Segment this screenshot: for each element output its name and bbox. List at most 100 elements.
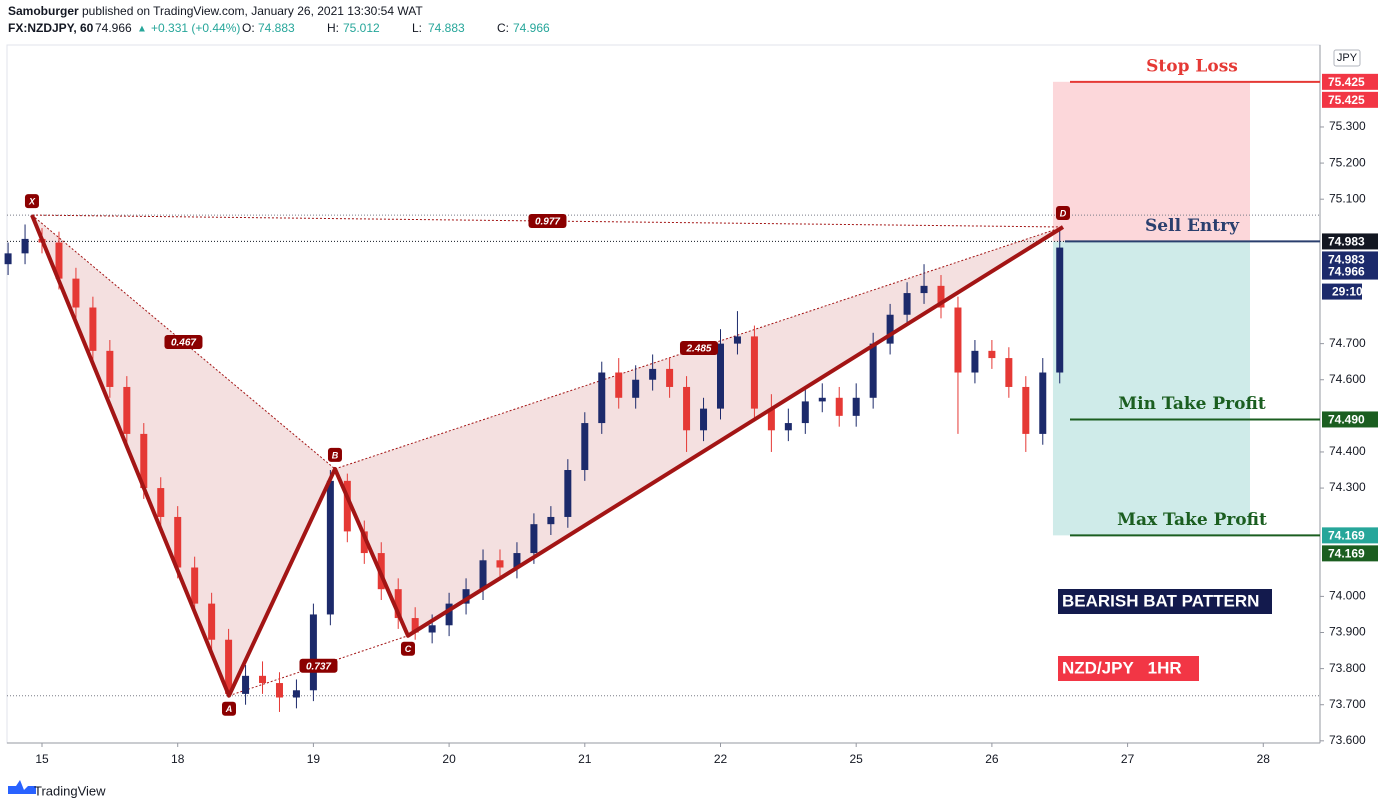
y-tick-label: 74.000 — [1329, 589, 1366, 603]
level-name: Min Take Profit — [1118, 394, 1266, 414]
price-tag — [1322, 545, 1378, 562]
y-tick-label: 74.700 — [1329, 336, 1366, 350]
candle-body — [360, 531, 368, 554]
price-tag-label: 74.490 — [1328, 413, 1365, 427]
point-label-box — [221, 701, 236, 716]
x-tick-label: 20 — [442, 752, 456, 766]
candle-body — [496, 560, 504, 568]
change: +0.331 (+0.44%) — [151, 21, 240, 35]
candle-body — [988, 350, 996, 359]
candle-body — [428, 625, 436, 633]
ratio-label: 0.467 — [171, 338, 196, 349]
y-tick-label: 75.100 — [1329, 191, 1366, 205]
candle-body — [530, 524, 538, 554]
x-tick-label: 21 — [578, 752, 592, 766]
candle-body — [309, 614, 317, 691]
ohlc-label: H: — [327, 21, 339, 35]
ohlc: O: 74.883 H: 75.012 L: 74.883 C: 74.966 — [242, 21, 550, 35]
ratio-box — [164, 335, 203, 350]
footer: TradingView — [34, 783, 106, 798]
y-tick-label: 74.600 — [1329, 372, 1366, 386]
risk-box — [1052, 81, 1250, 242]
candle-body — [920, 285, 928, 294]
y-tick-label: 74.300 — [1329, 480, 1366, 494]
published: published on TradingView.com, January 26… — [82, 4, 423, 18]
last: 74.966 — [95, 21, 132, 35]
ratio-label: 2.485 — [685, 344, 711, 355]
candle-body — [1022, 386, 1030, 434]
candle-body — [89, 307, 97, 351]
point-label-box — [24, 194, 39, 209]
candle-body — [750, 336, 758, 409]
candle-body — [513, 553, 521, 568]
y-tick-label: 73.900 — [1329, 625, 1366, 639]
price-tag-label: 75.425 — [1328, 93, 1365, 107]
candle-body — [462, 589, 470, 604]
candle-body — [700, 408, 708, 431]
candle-body — [140, 433, 148, 489]
x-tick-label: 22 — [714, 752, 728, 766]
candle-body — [343, 480, 351, 532]
x-tick-label: 26 — [985, 752, 999, 766]
price-tag-label: 74.169 — [1328, 547, 1365, 561]
y-tick-label: 73.600 — [1329, 733, 1366, 747]
candle-body — [818, 397, 826, 402]
annotation-box — [1058, 656, 1199, 681]
point-label: X — [28, 196, 36, 206]
point-label: A — [225, 704, 233, 714]
price-tag — [1322, 73, 1378, 90]
candle-body — [55, 242, 63, 279]
last-price-tag — [1322, 263, 1378, 280]
level-name: Sell Entry — [1145, 216, 1240, 236]
ohlc-label: O: — [242, 21, 255, 35]
point-label-box — [1055, 205, 1070, 220]
ohlc-value: 74.966 — [513, 21, 550, 35]
level-name: Stop Loss — [1146, 56, 1238, 76]
candle-body — [275, 683, 283, 698]
candle-body — [394, 589, 402, 619]
point-label: D — [1060, 208, 1067, 218]
candle-body — [326, 480, 334, 615]
y-tick-label: 75.300 — [1329, 119, 1366, 133]
ohlc-value: 74.883 — [428, 21, 465, 35]
candle-body — [191, 567, 199, 604]
annotation: BEARISH BAT PATTERN — [1062, 591, 1259, 610]
candle-body — [852, 397, 860, 416]
currency: JPY — [1337, 52, 1358, 64]
candle-body — [242, 675, 250, 694]
candle-body — [4, 253, 12, 265]
y-tick-label: 75.200 — [1329, 155, 1366, 169]
ratio-box — [679, 340, 718, 355]
ohlc-value: 75.012 — [343, 21, 380, 35]
countdown-label: 29:10 — [1332, 285, 1363, 299]
pattern-line — [30, 214, 1065, 698]
y-tick-label: 74.400 — [1329, 444, 1366, 458]
x-tick-label: 25 — [850, 752, 864, 766]
candle-body — [259, 675, 267, 684]
annotation: NZD/JPY 1HR — [1062, 658, 1182, 677]
candle-body — [106, 350, 114, 387]
point-label-box — [400, 641, 415, 656]
pattern-fill — [334, 226, 1063, 636]
candle-body — [903, 293, 911, 315]
candle-body — [208, 603, 216, 640]
level-name: Max Take Profit — [1117, 510, 1267, 530]
candle-body — [784, 423, 792, 431]
logo — [8, 780, 36, 794]
candle-body — [733, 336, 741, 344]
candle-body — [123, 386, 131, 434]
candle-body — [869, 343, 877, 398]
candle-body — [666, 368, 674, 387]
candle-body — [683, 386, 691, 431]
candle-body — [547, 516, 555, 525]
ohlc-label: C: — [497, 21, 509, 35]
price-tag — [1322, 527, 1378, 544]
candle-body — [564, 470, 572, 517]
candle-body — [292, 690, 300, 698]
candle-body — [225, 639, 233, 694]
ratio-label: 0.737 — [306, 661, 331, 672]
candle-body — [598, 372, 606, 424]
x-tick-label: 19 — [307, 752, 321, 766]
up-arrow: ▲ — [137, 24, 147, 35]
